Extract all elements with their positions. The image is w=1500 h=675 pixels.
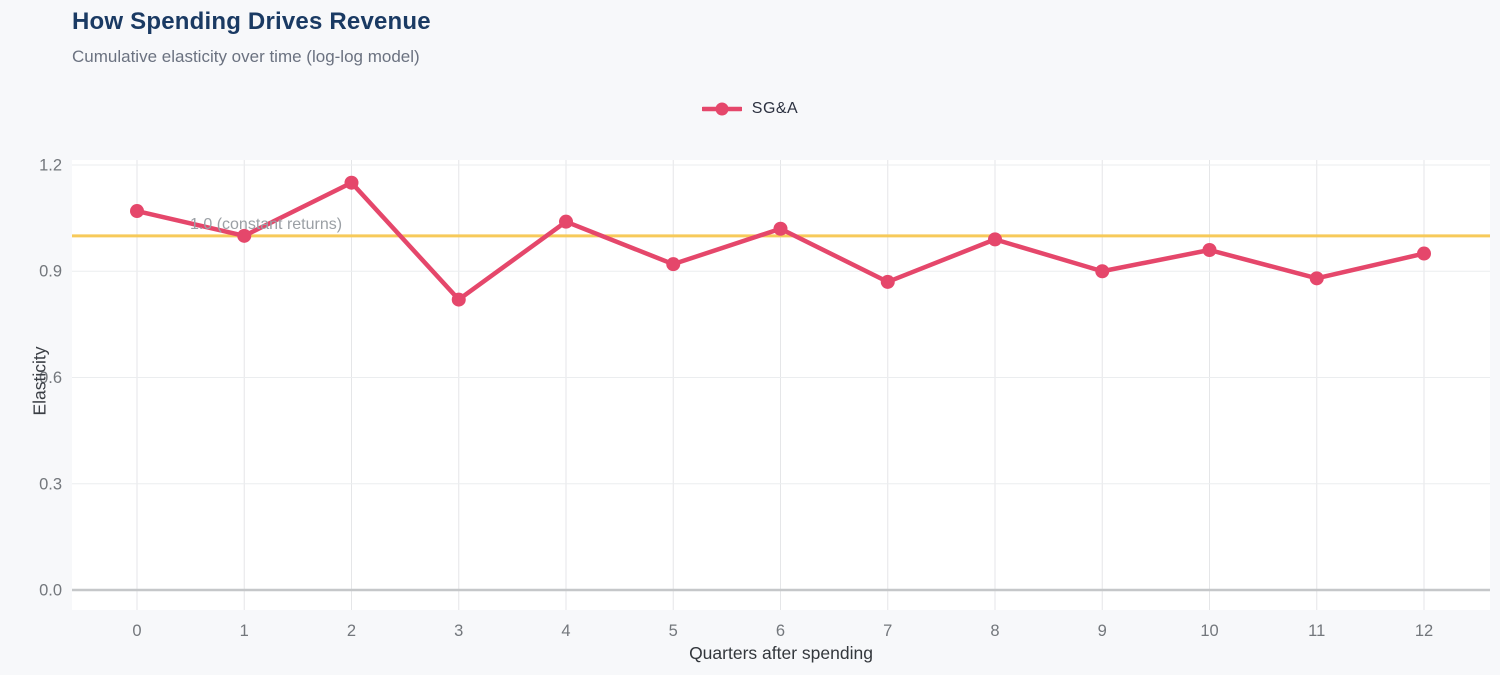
data-point (1417, 246, 1431, 261)
data-point (344, 175, 359, 190)
x-tick-label: 3 (454, 622, 463, 640)
data-point (880, 274, 895, 289)
chart-subtitle: Cumulative elasticity over time (log-log… (72, 47, 420, 66)
data-point (451, 292, 466, 307)
reference-line-annotation: 1.0 (constant returns) (190, 216, 343, 233)
x-tick-label: 5 (669, 622, 678, 640)
legend-label: SG&A (751, 100, 799, 117)
data-point (1309, 271, 1324, 286)
data-point (988, 232, 1002, 247)
x-tick-label: 11 (1308, 622, 1325, 640)
y-tick-label: 0.9 (39, 263, 62, 281)
x-tick-label: 6 (776, 622, 785, 640)
x-axis-title: Quarters after spending (689, 643, 873, 663)
x-tick-label: 12 (1415, 622, 1433, 640)
y-tick-label: 0.3 (39, 475, 62, 493)
x-tick-label: 1 (240, 622, 249, 640)
y-tick-label: 0.0 (39, 582, 62, 600)
x-tick-label: 2 (347, 622, 356, 640)
x-tick-label: 7 (883, 622, 892, 640)
chart-title: How Spending Drives Revenue (72, 8, 431, 35)
x-tick-label: 0 (132, 622, 141, 640)
data-point (1095, 264, 1110, 279)
x-tick-label: 4 (561, 622, 570, 640)
x-tick-label: 10 (1200, 622, 1218, 640)
y-tick-label: 0.6 (39, 369, 62, 387)
data-point (559, 214, 573, 229)
data-point (773, 221, 788, 236)
data-point (1202, 242, 1217, 257)
legend-line-marker-icon (701, 102, 742, 116)
data-point (130, 204, 144, 219)
legend[interactable]: SG&A (0, 100, 1500, 118)
y-axis-title: Elasticity (29, 346, 50, 416)
x-tick-label: 9 (1098, 622, 1107, 640)
data-point (666, 257, 681, 272)
data-point (237, 228, 252, 243)
x-tick-label: 8 (990, 622, 999, 640)
y-tick-label: 1.2 (39, 156, 62, 174)
